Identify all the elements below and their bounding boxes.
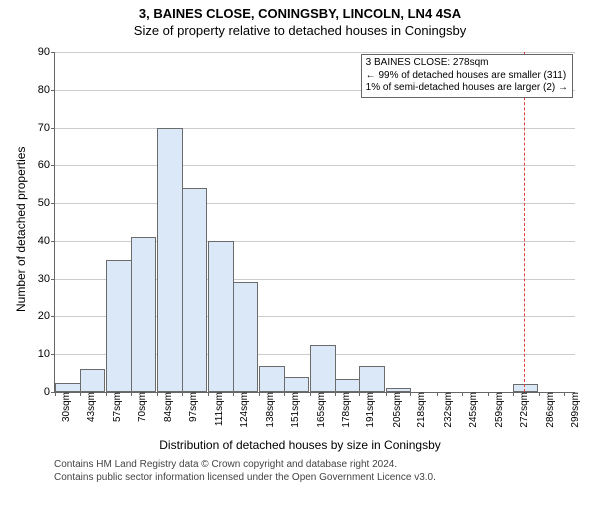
x-tick-label: 205sqm — [390, 392, 403, 428]
x-tick-label: 111sqm — [212, 392, 225, 426]
x-tick-mark — [131, 392, 132, 396]
y-tick-label: 70 — [38, 122, 55, 134]
x-tick-label: 138sqm — [263, 392, 276, 428]
x-tick-label: 286sqm — [543, 392, 556, 428]
x-tick-mark — [55, 392, 56, 396]
gridline — [55, 165, 575, 166]
chart-subtitle: Size of property relative to detached ho… — [0, 23, 600, 38]
x-tick-label: 272sqm — [517, 392, 530, 428]
x-tick-mark — [359, 392, 360, 396]
plot-area: 010203040506070809030sqm43sqm57sqm70sqm8… — [54, 52, 575, 393]
x-tick-mark — [513, 392, 514, 396]
histogram-bar — [182, 188, 208, 392]
x-tick-mark — [157, 392, 158, 396]
y-tick-label: 0 — [44, 386, 55, 398]
x-tick-label: 191sqm — [363, 392, 376, 428]
annotation-line1: 3 BAINES CLOSE: 278sqm — [366, 57, 568, 70]
x-tick-label: 299sqm — [568, 392, 581, 428]
y-tick-label: 30 — [38, 273, 55, 285]
y-tick-label: 40 — [38, 235, 55, 247]
x-tick-label: 84sqm — [161, 392, 174, 422]
x-tick-label: 245sqm — [466, 392, 479, 428]
annotation-line2: ← 99% of detached houses are smaller (31… — [366, 70, 568, 83]
x-tick-mark — [410, 392, 411, 396]
gridline — [55, 52, 575, 53]
x-tick-mark — [80, 392, 81, 396]
x-tick-mark — [462, 392, 463, 396]
histogram-bar — [80, 369, 106, 392]
x-tick-mark — [106, 392, 107, 396]
chart-title: 3, BAINES CLOSE, CONINGSBY, LINCOLN, LN4… — [0, 6, 600, 21]
y-tick-label: 50 — [38, 197, 55, 209]
footer-attribution: Contains HM Land Registry data © Crown c… — [54, 458, 436, 484]
x-tick-mark — [208, 392, 209, 396]
x-tick-mark — [539, 392, 540, 396]
x-tick-label: 57sqm — [110, 392, 123, 422]
chart-container: 3, BAINES CLOSE, CONINGSBY, LINCOLN, LN4… — [0, 6, 600, 506]
reference-line — [524, 52, 525, 392]
y-tick-label: 60 — [38, 159, 55, 171]
y-tick-label: 90 — [38, 46, 55, 58]
x-tick-mark — [182, 392, 183, 396]
x-tick-mark — [284, 392, 285, 396]
y-tick-label: 80 — [38, 84, 55, 96]
x-tick-label: 151sqm — [288, 392, 301, 428]
histogram-bar — [208, 241, 234, 392]
x-tick-label: 218sqm — [414, 392, 427, 428]
x-tick-mark — [437, 392, 438, 396]
y-axis-label: Number of detached properties — [14, 147, 28, 312]
gridline — [55, 203, 575, 204]
histogram-bar — [284, 377, 310, 392]
footer-line1: Contains HM Land Registry data © Crown c… — [54, 458, 436, 471]
histogram-bar — [513, 384, 539, 392]
histogram-bar — [55, 383, 81, 392]
x-tick-label: 30sqm — [59, 392, 72, 422]
y-tick-label: 20 — [38, 310, 55, 322]
histogram-bar — [131, 237, 157, 392]
x-tick-label: 43sqm — [84, 392, 97, 422]
annotation-line3: 1% of semi-detached houses are larger (2… — [366, 82, 568, 95]
x-tick-label: 97sqm — [186, 392, 199, 422]
x-tick-label: 70sqm — [135, 392, 148, 422]
x-tick-mark — [386, 392, 387, 396]
x-tick-mark — [335, 392, 336, 396]
annotation-box: 3 BAINES CLOSE: 278sqm← 99% of detached … — [361, 54, 573, 98]
x-tick-label: 165sqm — [314, 392, 327, 428]
x-tick-label: 178sqm — [339, 392, 352, 428]
x-tick-mark — [488, 392, 489, 396]
x-tick-mark — [564, 392, 565, 396]
histogram-bar — [106, 260, 132, 392]
histogram-bar — [259, 366, 285, 392]
histogram-bar — [359, 366, 385, 392]
x-tick-mark — [310, 392, 311, 396]
x-axis-label: Distribution of detached houses by size … — [0, 438, 600, 452]
x-tick-label: 124sqm — [237, 392, 250, 428]
x-tick-label: 259sqm — [492, 392, 505, 428]
histogram-bar — [335, 379, 361, 392]
gridline — [55, 128, 575, 129]
histogram-bar — [157, 128, 183, 392]
x-tick-mark — [233, 392, 234, 396]
x-tick-label: 232sqm — [441, 392, 454, 428]
histogram-bar — [310, 345, 336, 392]
x-tick-mark — [259, 392, 260, 396]
footer-line2: Contains public sector information licen… — [54, 471, 436, 484]
y-tick-label: 10 — [38, 348, 55, 360]
histogram-bar — [233, 282, 259, 392]
